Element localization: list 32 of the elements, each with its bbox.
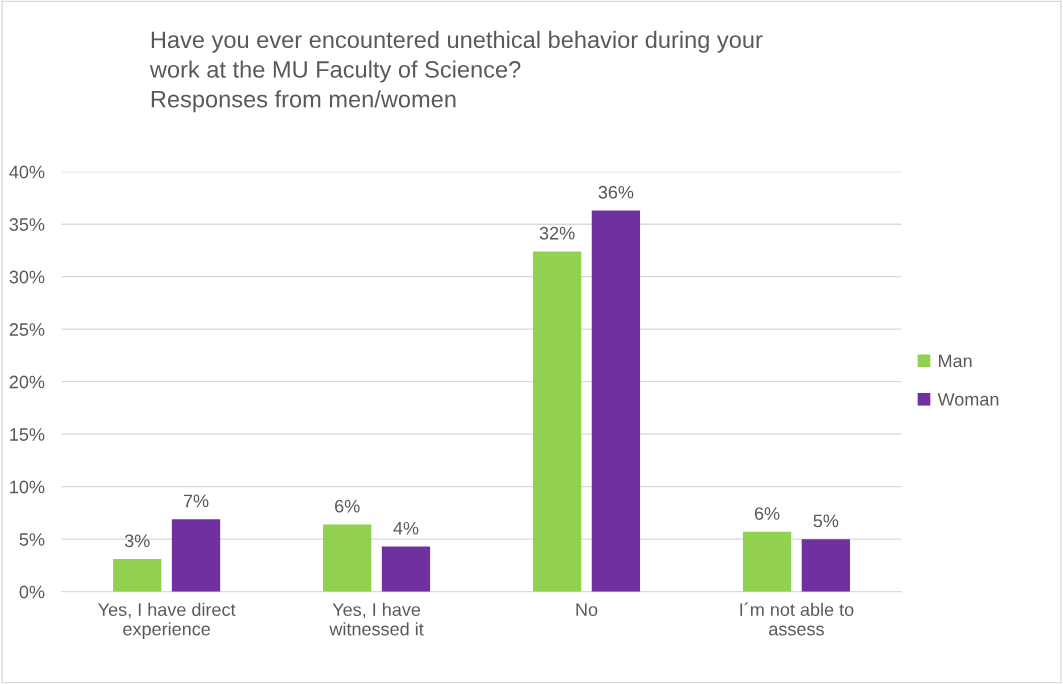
x-tick-label: Yes, I have witnessed it: [329, 602, 424, 636]
data-label: 7%: [183, 494, 209, 508]
bar: [113, 559, 162, 592]
bar: [591, 210, 641, 592]
y-tick-label: 40%: [9, 165, 45, 179]
bar: [532, 251, 582, 592]
y-tick-label: 0%: [19, 585, 45, 599]
data-label: 5%: [813, 514, 839, 528]
data-label: 3%: [124, 534, 150, 548]
y-tick-label: 20%: [9, 375, 45, 389]
y-tick-label: 5%: [19, 533, 45, 546]
data-label: 4%: [393, 521, 419, 535]
y-tick-label: 15%: [10, 428, 45, 441]
bar: [323, 524, 372, 592]
y-tick-label: 10%: [10, 480, 45, 494]
bar: [171, 519, 221, 592]
x-tick-label: I´m not able to assess: [740, 602, 854, 636]
bar: [381, 546, 431, 592]
data-label: 6%: [754, 507, 780, 520]
y-tick-label: 35%: [9, 218, 45, 231]
bar: [742, 531, 792, 592]
y-tick-label: 30%: [9, 270, 45, 284]
legend-label: Woman: [937, 393, 999, 406]
data-label: 32%: [539, 226, 575, 240]
legend-label: Man: [939, 354, 972, 368]
x-tick-label: No: [576, 603, 598, 617]
x-tick-label: Yes, I have direct experience: [98, 602, 236, 640]
y-tick-label: 25%: [9, 323, 45, 336]
bar: [801, 539, 850, 592]
data-label: 6%: [335, 499, 360, 513]
chart-title: Have you ever encountered unethical behavior during your work at the MU Faculty of Science? Responses from men/women: [149, 30, 763, 113]
data-label: 36%: [598, 185, 634, 199]
